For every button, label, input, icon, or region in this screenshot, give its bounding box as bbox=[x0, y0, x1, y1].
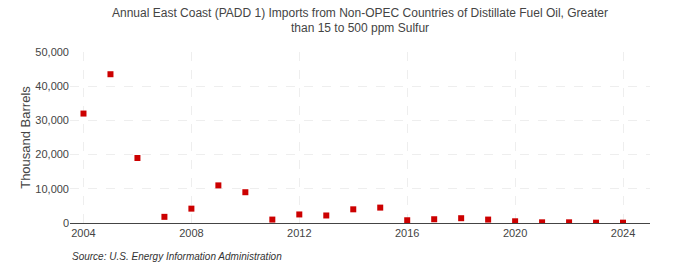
svg-text:0: 0 bbox=[63, 217, 69, 229]
svg-text:2016: 2016 bbox=[395, 227, 419, 239]
svg-text:10,000: 10,000 bbox=[35, 183, 69, 195]
svg-text:2024: 2024 bbox=[611, 227, 635, 239]
svg-text:50,000: 50,000 bbox=[35, 46, 69, 58]
svg-text:30,000: 30,000 bbox=[35, 114, 69, 126]
svg-text:2008: 2008 bbox=[179, 227, 203, 239]
svg-text:20,000: 20,000 bbox=[35, 148, 69, 160]
svg-text:2004: 2004 bbox=[71, 227, 95, 239]
svg-text:2012: 2012 bbox=[287, 227, 311, 239]
svg-text:Annual East Coast (PADD 1) Imp: Annual East Coast (PADD 1) Imports from … bbox=[112, 6, 608, 36]
svg-text:Source: U.S. Energy Informatio: Source: U.S. Energy Information Administ… bbox=[72, 251, 282, 262]
svg-text:Thousand Barrels: Thousand Barrels bbox=[18, 86, 33, 189]
svg-text:2020: 2020 bbox=[503, 227, 527, 239]
svg-text:40,000: 40,000 bbox=[35, 80, 69, 92]
